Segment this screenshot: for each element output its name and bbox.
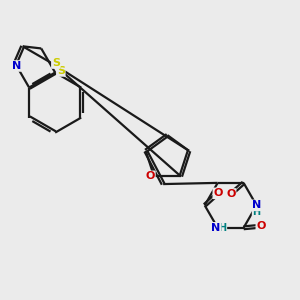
Text: H: H <box>253 207 261 217</box>
Text: O: O <box>213 188 223 198</box>
Text: N: N <box>252 200 261 210</box>
Text: N: N <box>212 223 221 233</box>
Text: O: O <box>146 171 155 181</box>
Text: O: O <box>226 189 236 199</box>
Text: O: O <box>256 221 266 231</box>
Text: S: S <box>52 58 60 68</box>
Text: H: H <box>218 223 226 233</box>
Text: S: S <box>57 66 65 76</box>
Text: N: N <box>12 61 21 71</box>
